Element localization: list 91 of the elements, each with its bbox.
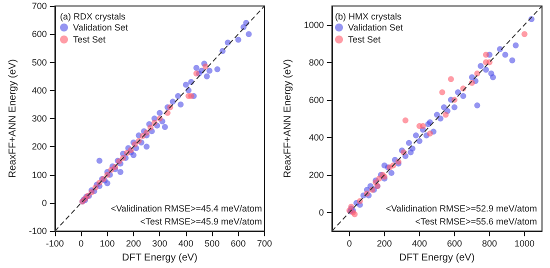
y-tick-label: 0 [42,198,47,208]
point [388,170,394,176]
point [130,152,137,158]
y-axis-title: ReaxFF+ANN Energy (eV) [282,59,294,178]
x-tick-label: -100 [46,238,64,249]
point [502,52,508,58]
point [426,130,433,137]
y-tick-label: 600 [308,94,324,105]
legend-title: (b) HMX crystals [335,12,402,22]
point [96,158,102,164]
point [246,31,252,38]
y-tick-label: 400 [308,132,324,142]
legend-title: (a) RDX crystals [60,12,126,22]
y-tick-label: -100 [28,226,47,236]
point [416,138,422,144]
y-tick-label: 400 [32,85,47,96]
point [193,70,200,77]
point [202,63,209,70]
y-tick-label: 200 [308,170,324,180]
point [156,110,163,116]
annotation: <Test RMSE>=45.9 meV/atom [140,216,262,226]
point [175,93,182,100]
y-tick-label: 200 [32,142,47,152]
x-tick-label: 1000 [514,238,535,249]
point [214,66,220,72]
point [188,93,194,100]
point [104,180,110,186]
point [512,42,519,48]
point [406,140,412,146]
point [490,74,496,80]
point [412,132,419,138]
y-tick-label: 100 [32,170,47,180]
point [442,112,449,118]
x-tick-label: 400 [412,238,427,249]
point [204,73,210,80]
point [144,144,150,150]
point [434,112,440,118]
x-tick-label: 800 [482,238,497,249]
y-tick-label: 1000 [304,20,324,30]
legend-label: Validation Set [73,22,128,32]
y-axis-title: ReaxFF+ANN Energy (eV) [8,59,18,178]
point [408,149,414,156]
y-tick-label: 800 [308,57,324,68]
x-tick-label: 100 [100,238,115,249]
x-axis-title: DFT Energy (eV) [399,252,475,264]
point [235,36,242,43]
x-tick-label: 600 [230,238,246,249]
point [440,104,447,110]
point [170,98,176,105]
annotation: <Validination RMSE>=52.9 meV/atom [386,204,538,214]
legend-label: Test Set [73,34,106,44]
y-tick-label: 600 [32,29,47,40]
x-tick-label: 600 [446,238,462,249]
x-tick-label: 400 [178,238,194,249]
y-tick-label: 300 [32,114,47,124]
x-tick-label: 0 [346,238,352,249]
point [437,116,444,122]
point [439,89,446,96]
point [162,124,168,130]
point [206,68,212,74]
x-tick-label: 200 [126,238,142,249]
point [224,40,231,46]
point [178,101,184,108]
point [474,102,480,108]
point [402,117,408,124]
x-tick-label: 200 [376,238,392,249]
point [482,52,489,58]
legend-label: Test Set [348,34,382,44]
x-tick-label: 300 [152,238,168,249]
x-axis-title: DFT Energy (eV) [122,252,198,264]
point [522,31,528,38]
point [478,63,484,70]
point [448,76,454,82]
x-tick-label: 500 [204,238,220,249]
point [496,46,503,52]
point [451,104,458,110]
point [193,64,200,71]
point [117,169,124,176]
point [182,82,189,88]
x-tick-label: 700 [256,238,272,249]
y-tick-label: 700 [32,1,47,11]
legend-label: Validation Set [348,22,404,32]
y-tick-label: 0 [318,207,324,218]
y-tick-label: 500 [32,57,47,68]
point [509,57,516,64]
annotation: <Validination RMSE>=45.4 meV/atom [110,204,262,214]
x-tick-label: 0 [78,238,84,249]
point [482,66,489,73]
annotation: <Test RMSE>=55.6 meV/atom [415,216,538,226]
point [420,123,426,130]
point [460,93,466,100]
